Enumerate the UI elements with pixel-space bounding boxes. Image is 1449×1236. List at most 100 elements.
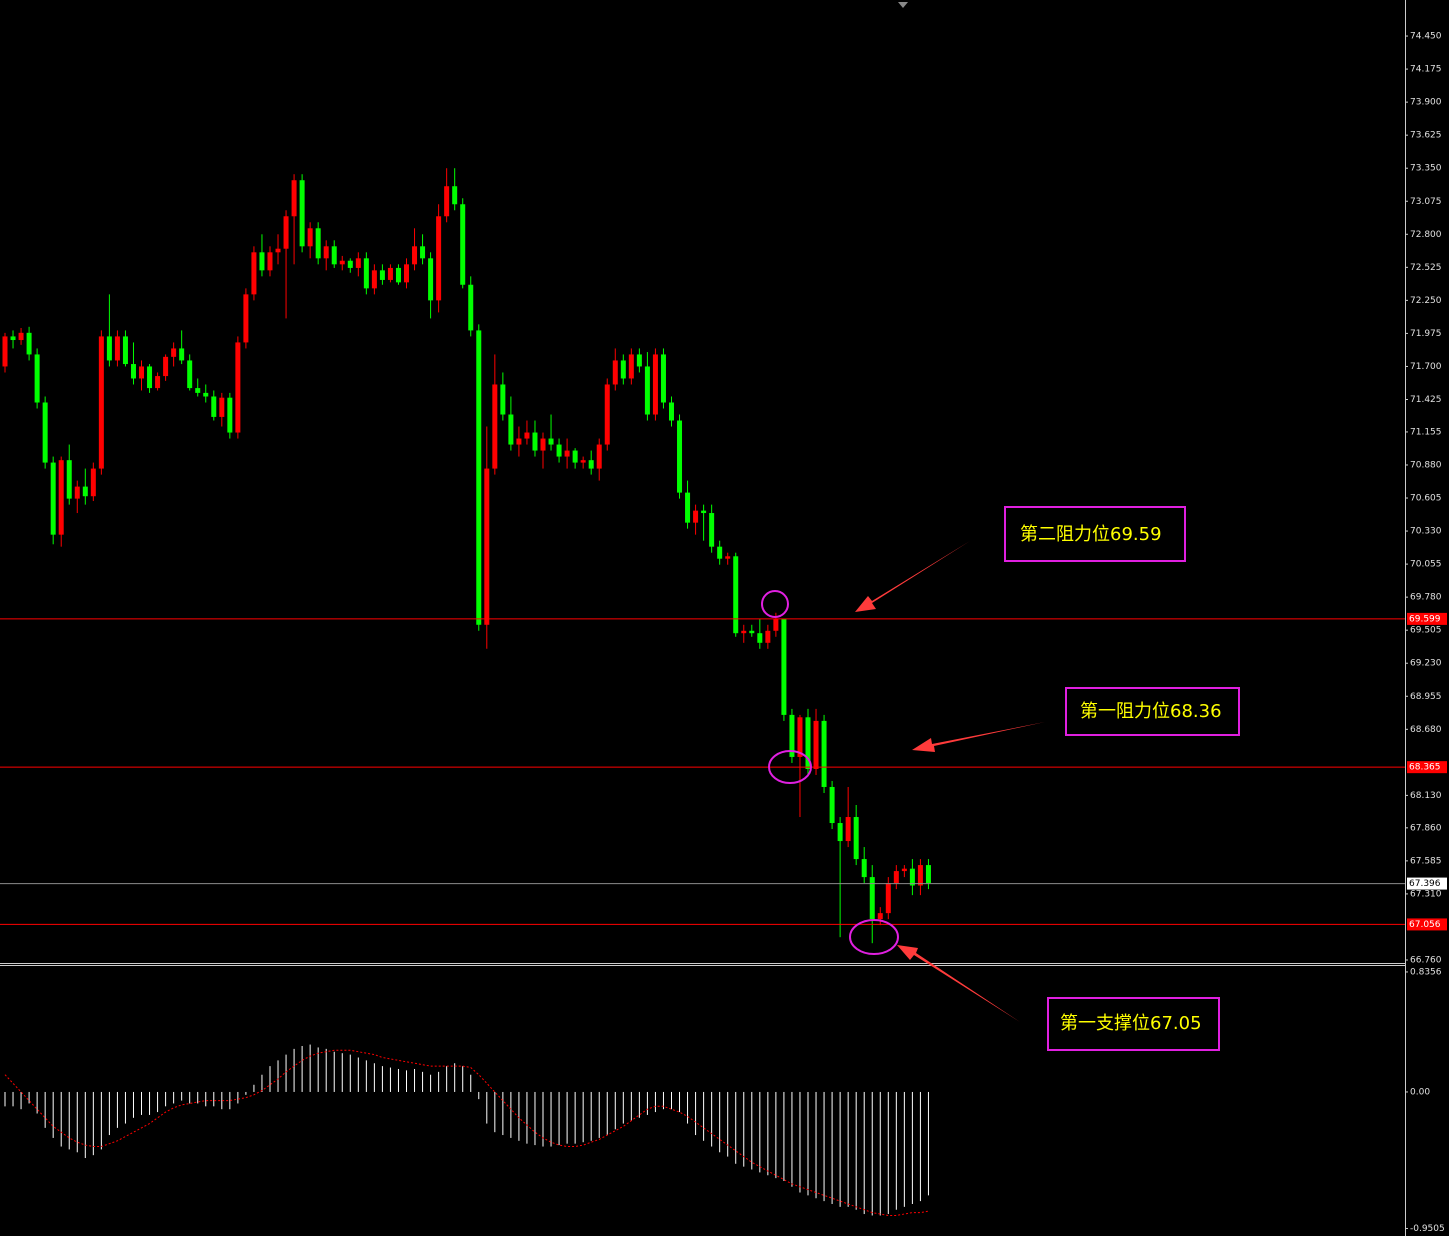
candle-body — [420, 246, 426, 259]
candle-body — [677, 420, 683, 493]
y-tick-label: 69.230 — [1410, 659, 1442, 669]
candle-body — [877, 913, 883, 920]
candle-body — [163, 356, 169, 377]
candle-body — [307, 228, 313, 247]
candle-body — [636, 354, 642, 367]
candle-body — [58, 460, 64, 535]
candle-body — [789, 714, 795, 757]
y-tick-label: 74.175 — [1410, 65, 1442, 75]
candle-body — [235, 342, 241, 433]
candle-body — [805, 717, 811, 769]
candle-body — [259, 252, 265, 271]
y-tick-label: 0.00 — [1410, 1087, 1430, 1097]
candle-body — [460, 204, 466, 285]
candle-body — [660, 354, 666, 403]
candle-body — [604, 384, 610, 445]
candle-body — [620, 360, 626, 379]
candle-body — [219, 397, 225, 417]
level-label-bg — [1407, 761, 1447, 774]
candle-body — [34, 354, 40, 403]
candle-body — [869, 877, 875, 920]
y-tick-label: -0.9505 — [1410, 1224, 1445, 1234]
highlight-circle — [768, 750, 812, 784]
highlight-circle — [761, 590, 789, 618]
y-tick-label: 72.525 — [1410, 263, 1442, 273]
candle-body — [685, 492, 691, 523]
candle-body — [251, 252, 257, 295]
candle-body — [500, 384, 506, 415]
y-tick-label: 70.880 — [1410, 460, 1442, 470]
candle-body — [179, 348, 185, 361]
level-label: 67.056 — [1409, 920, 1441, 930]
candle-body — [564, 450, 570, 457]
candle-body — [901, 868, 907, 872]
arrow — [897, 945, 1020, 1022]
candle-body — [412, 246, 418, 265]
candle-body — [404, 264, 409, 283]
signal-line — [4, 1049, 929, 1216]
candle-body — [580, 460, 586, 463]
candle-body — [147, 366, 153, 389]
candle-body — [114, 336, 120, 361]
candle-body — [668, 402, 674, 421]
candle-body — [749, 630, 755, 634]
candle-body — [428, 258, 434, 301]
candle-body — [42, 402, 48, 463]
candle-body — [347, 260, 353, 268]
y-tick-label: 71.155 — [1410, 427, 1442, 437]
y-tick-label: 68.130 — [1410, 791, 1442, 801]
annotation-box — [1065, 687, 1240, 736]
y-tick-label: 73.075 — [1410, 197, 1442, 207]
candle-body — [508, 414, 514, 445]
y-tick-label: 73.900 — [1410, 98, 1442, 108]
candle-body — [837, 823, 843, 842]
candle-body — [733, 556, 739, 634]
y-tick-label: 72.250 — [1410, 296, 1442, 306]
candle-body — [18, 332, 24, 341]
candle-body — [885, 883, 891, 914]
candle-body — [74, 486, 80, 499]
level-label: 69.599 — [1409, 614, 1441, 624]
y-tick-label: 71.425 — [1410, 395, 1442, 405]
candle-body — [797, 717, 803, 757]
candle-body — [436, 216, 442, 301]
annotation: 第一阻力位68.36 — [1080, 701, 1222, 722]
current-price-bg — [1407, 877, 1447, 890]
candle-body — [139, 366, 145, 379]
shift-marker — [898, 2, 908, 8]
candle-body — [98, 336, 104, 469]
candle-body — [628, 354, 634, 379]
candle-body — [572, 450, 578, 463]
candle-body — [452, 186, 458, 205]
candle-body — [82, 486, 88, 497]
candle-body — [363, 258, 369, 289]
candle-body — [2, 336, 8, 367]
y-tick-label: 73.350 — [1410, 164, 1442, 174]
candle-body — [468, 284, 474, 331]
candle-body — [339, 260, 345, 265]
y-tick-label: 67.310 — [1410, 889, 1442, 899]
candle-body — [829, 786, 835, 824]
candle-body — [122, 336, 128, 365]
candle-body — [741, 630, 747, 634]
candle-body — [10, 336, 16, 341]
candle-body — [588, 460, 594, 469]
candle-body — [548, 438, 554, 445]
annotation: 第一支撑位67.05 — [1060, 1013, 1202, 1034]
y-tick-label: 69.505 — [1410, 626, 1442, 636]
candle-body — [652, 354, 658, 415]
y-tick-label: 72.800 — [1410, 230, 1442, 240]
y-tick-label: 0.8356 — [1410, 967, 1442, 977]
candle-body — [540, 438, 546, 451]
y-tick-label: 67.860 — [1410, 823, 1442, 833]
y-tick-label: 70.605 — [1410, 494, 1442, 504]
annotation: 第二阻力位69.59 — [1020, 524, 1162, 545]
y-tick-label: 67.585 — [1410, 856, 1442, 866]
current-price-label: 67.396 — [1409, 879, 1441, 889]
arrow — [912, 722, 1045, 752]
y-tick-label: 68.680 — [1410, 725, 1442, 735]
candle-body — [717, 546, 723, 559]
candle-body — [516, 438, 522, 445]
